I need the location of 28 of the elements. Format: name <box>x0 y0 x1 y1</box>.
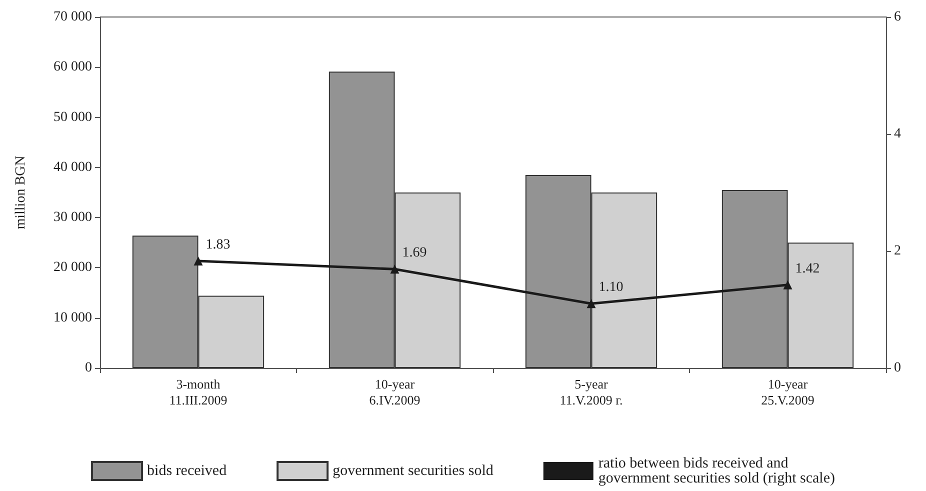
x-tick-label: 10-year 6.IV.2009 <box>369 376 420 408</box>
y-tick-label: 10 000 <box>54 310 92 326</box>
y-tick-label: 70 000 <box>54 10 92 24</box>
legend-label: government securities sold <box>332 463 494 479</box>
x-tick-label: 3-month 11.III.2009 <box>169 376 228 408</box>
y-axis-title: million BGN <box>14 156 28 230</box>
x-tick-label: 10-year 25.V.2009 <box>761 376 814 408</box>
y2-tick-label: 4 <box>894 126 901 142</box>
point <box>783 280 792 290</box>
y2-tick-label: 2 <box>894 244 901 258</box>
data-label: 1.10 <box>598 280 624 296</box>
y2-tick-label: 6 <box>894 10 901 24</box>
point <box>194 256 203 266</box>
point <box>390 264 400 274</box>
legend-label: bids received <box>147 463 228 479</box>
point <box>586 299 596 308</box>
data-label: 1.42 <box>795 261 820 276</box>
y2-tick-label: 0 <box>894 360 901 376</box>
y-tick-label: 60 000 <box>54 60 92 75</box>
data-label: 1.69 <box>402 246 427 261</box>
y-tick-label: 50 000 <box>54 110 92 125</box>
legend-label: ratio between bids received and government securities sold (right scale) <box>598 456 835 486</box>
y-tick-label: 20 000 <box>54 260 92 276</box>
y-tick-label: 40 000 <box>54 160 92 175</box>
y-tick-label: 0 <box>85 360 92 376</box>
x-tick-label: 5-year 11.V.2009 г. <box>560 376 623 408</box>
y-tick-label: 30 000 <box>54 210 92 226</box>
data-label: 1.83 <box>206 237 230 252</box>
